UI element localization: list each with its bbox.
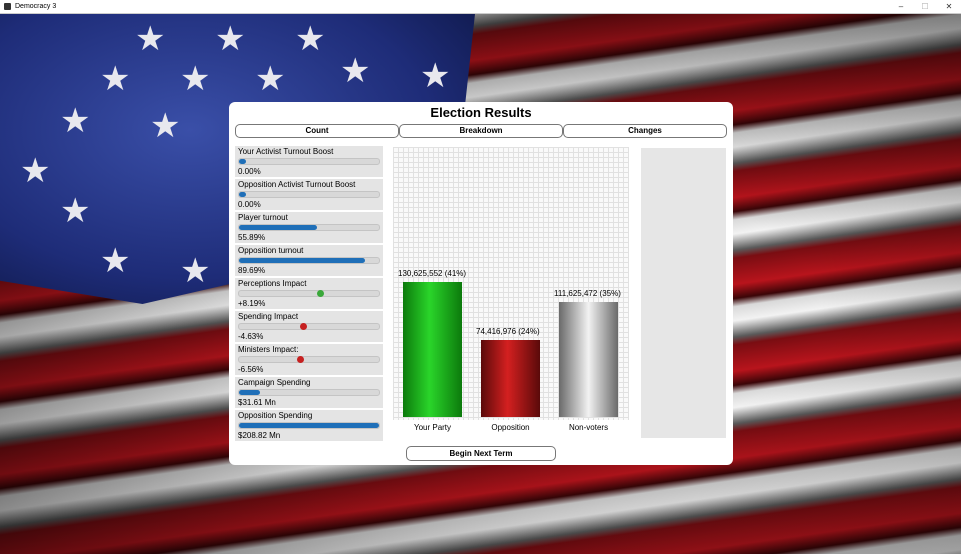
app-icon: [4, 3, 11, 10]
stat-row: Perceptions Impact +8.19%: [235, 278, 383, 309]
stat-bar-fill: [239, 225, 318, 230]
stat-row: Opposition Activist Turnout Boost 0.00%: [235, 179, 383, 210]
stat-label: Ministers Impact:: [238, 345, 299, 354]
star-icon: ★: [340, 51, 371, 91]
stat-row: Player turnout 55.89%: [235, 212, 383, 243]
stat-label: Spending Impact: [238, 312, 299, 321]
chart-bar-value-label: 111,625,472 (35%): [554, 289, 621, 299]
stat-label: Opposition turnout: [238, 246, 304, 255]
star-icon: ★: [180, 59, 211, 99]
chart-bar-value-label: 74,416,976 (24%): [476, 327, 540, 337]
stat-row: Campaign Spending $31.61 Mn: [235, 377, 383, 408]
tab-breakdown[interactable]: Breakdown: [399, 124, 563, 138]
stat-bar: [238, 257, 380, 264]
stat-value: $208.82 Mn: [238, 431, 281, 440]
stat-bar: [238, 158, 380, 165]
stat-value: 0.00%: [238, 167, 261, 176]
stat-bar-fill: [239, 258, 365, 263]
begin-next-term-button[interactable]: Begin Next Term: [406, 446, 556, 461]
stat-label: Opposition Activist Turnout Boost: [238, 180, 356, 189]
star-icon: ★: [420, 56, 451, 96]
stat-bar: [238, 389, 380, 396]
minimize-button[interactable]: –: [898, 2, 904, 11]
star-icon: ★: [215, 19, 246, 59]
star-icon: ★: [60, 191, 91, 231]
stat-bar: [238, 356, 380, 363]
stat-value: $31.61 Mn: [238, 398, 276, 407]
star-icon: ★: [180, 251, 211, 291]
stat-bar-fill: [239, 390, 260, 395]
chart-category-label: Your Party: [413, 423, 452, 432]
side-panel: [641, 148, 726, 438]
stat-value: -4.63%: [238, 332, 264, 341]
star-icon: ★: [255, 59, 286, 99]
stat-label: Your Activist Turnout Boost: [238, 147, 334, 156]
stat-value: +8.19%: [238, 299, 266, 308]
chart-bar: [403, 282, 462, 417]
tab-changes[interactable]: Changes: [563, 124, 727, 138]
chart-bar: [481, 340, 540, 417]
stat-value: 0.00%: [238, 200, 261, 209]
stat-value: -6.56%: [238, 365, 264, 374]
tab-count[interactable]: Count: [235, 124, 399, 138]
maximize-button[interactable]: ☐: [921, 2, 929, 11]
star-icon: ★: [20, 151, 51, 191]
stat-bar-marker: [296, 356, 304, 363]
star-icon: ★: [135, 19, 166, 59]
stat-bar: [238, 422, 380, 429]
stat-bar-fill: [239, 423, 379, 428]
star-icon: ★: [295, 19, 326, 59]
election-results-dialog: Election Results Count Breakdown Changes…: [229, 102, 733, 465]
stat-label: Perceptions Impact: [238, 279, 307, 288]
window-title: Democracy 3: [15, 3, 57, 10]
star-icon: ★: [150, 106, 181, 146]
stat-row: Spending Impact -4.63%: [235, 311, 383, 342]
star-icon: ★: [100, 59, 131, 99]
stat-value: 55.89%: [238, 233, 266, 242]
stat-bar: [238, 323, 380, 330]
results-chart: 130,625,552 (41%) Your Party 74,416,976 (2…: [393, 147, 629, 432]
star-icon: ★: [60, 101, 91, 141]
chart-category-label: Opposition: [491, 423, 530, 432]
stat-bar-fill: [239, 159, 246, 164]
stat-bar: [238, 191, 380, 198]
stat-bar-marker: [299, 323, 307, 330]
stat-row: Ministers Impact: -6.56%: [235, 344, 383, 375]
dialog-title: Election Results: [430, 105, 532, 120]
stat-bar: [238, 290, 380, 297]
star-icon: ★: [100, 241, 131, 281]
stat-row: Your Activist Turnout Boost 0.00%: [235, 146, 383, 177]
stat-label: Campaign Spending: [238, 378, 311, 387]
chart-bar-value-label: 130,625,552 (41%): [398, 269, 467, 279]
stat-row: Opposition turnout 89.69%: [235, 245, 383, 276]
stat-bar-marker: [317, 290, 325, 297]
stat-bar: [238, 224, 380, 231]
stat-label: Opposition Spending: [238, 411, 313, 420]
stat-label: Player turnout: [238, 213, 288, 222]
stat-value: 89.69%: [238, 266, 266, 275]
chart-bar: [559, 302, 618, 417]
chart-category-label: Non-voters: [568, 423, 609, 432]
stat-bar-fill: [239, 192, 246, 197]
stat-row: Opposition Spending $208.82 Mn: [235, 410, 383, 441]
window-titlebar: Democracy 3 – ☐ ✕: [0, 0, 961, 14]
close-button[interactable]: ✕: [945, 2, 953, 11]
